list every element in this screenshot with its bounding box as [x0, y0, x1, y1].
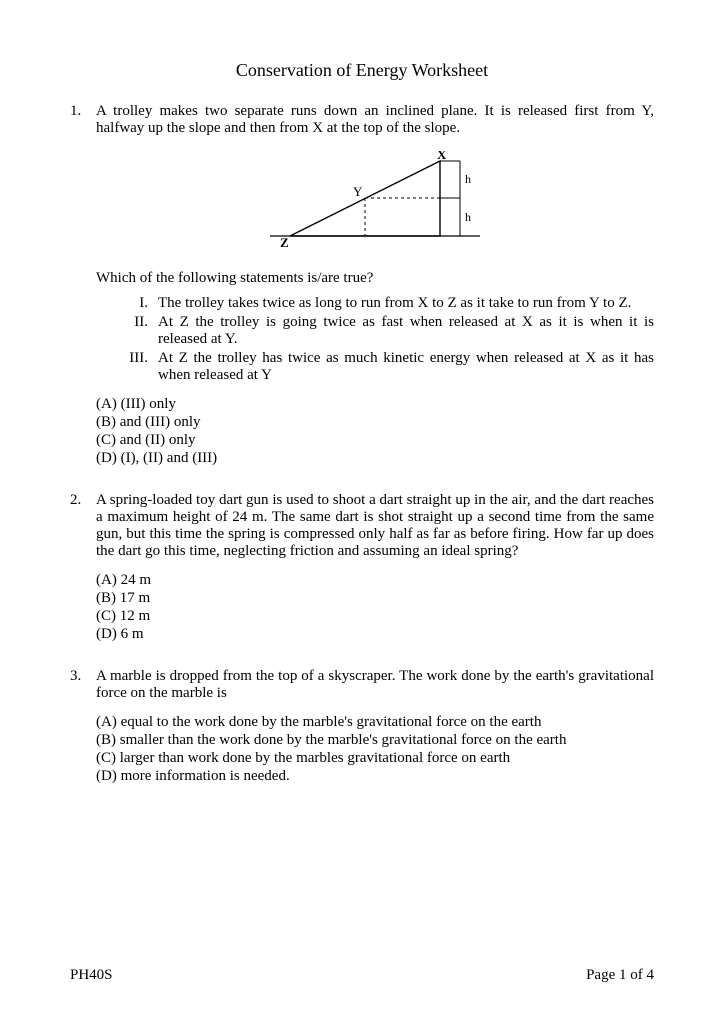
option-b: (B) and (III) only: [96, 414, 654, 431]
roman-num: III.: [124, 350, 158, 384]
option-c: (C) larger than work done by the marbles…: [96, 750, 654, 767]
question-number: 1.: [70, 103, 96, 468]
question-subprompt: Which of the following statements is/are…: [96, 270, 654, 287]
label-X: X: [437, 151, 447, 162]
roman-text: The trolley takes twice as long to run f…: [158, 295, 654, 312]
question-number: 3.: [70, 668, 96, 786]
question-text: A marble is dropped from the top of a sk…: [96, 668, 654, 702]
option-a: (A) (III) only: [96, 396, 654, 413]
roman-item: III. At Z the trolley has twice as much …: [124, 350, 654, 384]
footer-right: Page 1 of 4: [586, 967, 654, 984]
roman-text: At Z the trolley is going twice as fast …: [158, 314, 654, 348]
option-c: (C) 12 m: [96, 608, 654, 625]
roman-text: At Z the trolley has twice as much kinet…: [158, 350, 654, 384]
roman-num: I.: [124, 295, 158, 312]
option-c: (C) and (II) only: [96, 432, 654, 449]
incline-diagram: Y X Z h h: [96, 151, 654, 256]
label-h-bottom: h: [465, 210, 471, 224]
option-b: (B) 17 m: [96, 590, 654, 607]
option-d: (D) more information is needed.: [96, 768, 654, 785]
question-number: 2.: [70, 492, 96, 644]
question-2: 2. A spring-loaded toy dart gun is used …: [70, 492, 654, 644]
label-Z: Z: [280, 235, 289, 250]
question-text: A trolley makes two separate runs down a…: [96, 103, 654, 137]
footer-left: PH40S: [70, 967, 113, 984]
question-1: 1. A trolley makes two separate runs dow…: [70, 103, 654, 468]
option-a: (A) equal to the work done by the marble…: [96, 714, 654, 731]
option-d: (D) 6 m: [96, 626, 654, 643]
page-title: Conservation of Energy Worksheet: [70, 60, 654, 81]
page-footer: PH40S Page 1 of 4: [70, 967, 654, 984]
roman-num: II.: [124, 314, 158, 348]
label-h-top: h: [465, 172, 471, 186]
question-3: 3. A marble is dropped from the top of a…: [70, 668, 654, 786]
option-d: (D) (I), (II) and (III): [96, 450, 654, 467]
roman-item: I. The trolley takes twice as long to ru…: [124, 295, 654, 312]
question-text: A spring-loaded toy dart gun is used to …: [96, 492, 654, 560]
label-Y: Y: [353, 184, 363, 199]
roman-item: II. At Z the trolley is going twice as f…: [124, 314, 654, 348]
option-b: (B) smaller than the work done by the ma…: [96, 732, 654, 749]
option-a: (A) 24 m: [96, 572, 654, 589]
